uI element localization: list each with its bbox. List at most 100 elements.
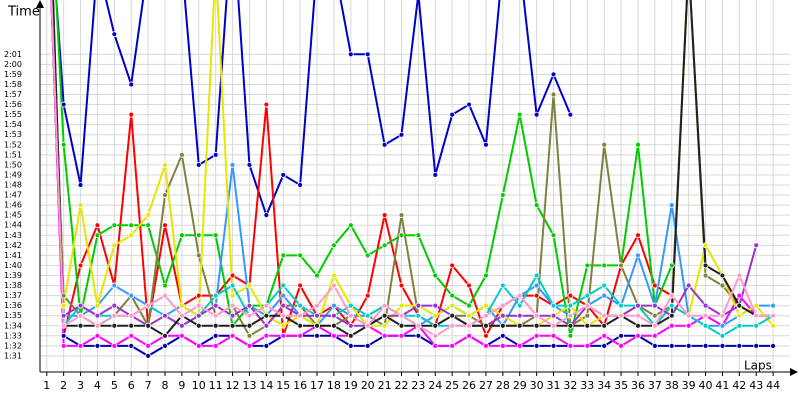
- data-point: [162, 192, 168, 198]
- data-point: [60, 101, 67, 108]
- data-point: [516, 292, 523, 299]
- x-tick-label: 33: [580, 379, 594, 392]
- data-point: [550, 312, 557, 319]
- data-point: [601, 322, 608, 329]
- data-point: [246, 332, 253, 339]
- data-point: [618, 342, 624, 349]
- data-point: [178, 151, 185, 158]
- y-tick-label: 1:46: [4, 201, 22, 210]
- data-point: [94, 322, 101, 329]
- data-point: [635, 252, 641, 259]
- data-point: [347, 342, 354, 349]
- data-point: [297, 182, 304, 188]
- data-point: [212, 292, 219, 299]
- series-line: [50, 0, 774, 358]
- data-point: [466, 332, 472, 339]
- data-point: [584, 302, 591, 309]
- data-point: [145, 322, 152, 329]
- x-tick-label: 6: [128, 379, 135, 392]
- data-point: [263, 332, 270, 339]
- data-point: [550, 302, 557, 309]
- data-point: [668, 312, 675, 319]
- data-point: [618, 262, 624, 269]
- data-point: [550, 71, 557, 78]
- data-point: [719, 332, 726, 339]
- data-point: [128, 81, 135, 88]
- data-point: [753, 242, 760, 249]
- data-point: [162, 342, 168, 349]
- data-point: [550, 91, 557, 98]
- data-point: [499, 192, 506, 198]
- data-point: [162, 292, 168, 299]
- data-point: [195, 252, 202, 259]
- x-tick-label: 17: [310, 379, 324, 392]
- data-point: [195, 161, 202, 168]
- data-point: [364, 292, 371, 299]
- data-point: [195, 342, 202, 349]
- data-point: [229, 161, 236, 168]
- data-point: [753, 302, 760, 309]
- data-point: [449, 111, 456, 118]
- data-point: [145, 222, 152, 229]
- data-point: [651, 332, 658, 339]
- data-point: [263, 322, 270, 329]
- data-point: [516, 312, 523, 319]
- y-tick-label: 1:59: [4, 70, 22, 79]
- data-point: [212, 312, 219, 319]
- series-line: [50, 0, 774, 348]
- x-tick-label: 36: [631, 379, 645, 392]
- data-point: [753, 312, 760, 319]
- data-point: [364, 51, 371, 58]
- data-point: [145, 212, 152, 219]
- data-point: [381, 242, 388, 249]
- data-point: [145, 302, 152, 309]
- data-point: [736, 302, 743, 309]
- data-point: [533, 322, 540, 329]
- x-tick-label: 39: [682, 379, 696, 392]
- data-point: [668, 302, 675, 309]
- x-tick-label: 25: [445, 379, 459, 392]
- data-point: [635, 312, 641, 319]
- data-point: [145, 353, 152, 359]
- y-tick-label: 1:58: [4, 80, 22, 89]
- data-point: [668, 202, 675, 209]
- data-point: [77, 302, 84, 309]
- data-point: [162, 161, 168, 168]
- data-point: [60, 312, 67, 319]
- series-line: [55, 0, 572, 218]
- x-tick-label: 8: [162, 379, 169, 392]
- data-point: [212, 151, 219, 158]
- data-point: [77, 342, 84, 349]
- x-tick-label: 32: [563, 379, 577, 392]
- data-point: [702, 272, 709, 279]
- x-tick-label: 14: [259, 379, 273, 392]
- data-point: [635, 302, 641, 309]
- data-point: [128, 232, 135, 239]
- data-point: [483, 272, 489, 279]
- data-point: [77, 262, 84, 269]
- x-tick-label: 1: [43, 379, 50, 392]
- series-line: [55, 0, 673, 337]
- x-tick-label: 26: [462, 379, 476, 392]
- data-point: [499, 312, 506, 319]
- data-point: [60, 292, 67, 299]
- data-point: [77, 202, 84, 209]
- data-point: [229, 292, 236, 299]
- data-point: [415, 322, 422, 329]
- data-point: [364, 312, 371, 319]
- data-point: [331, 322, 337, 329]
- data-point: [331, 312, 337, 319]
- data-point: [280, 322, 287, 329]
- data-point: [483, 302, 489, 309]
- x-tick-label: 42: [732, 379, 746, 392]
- data-point: [533, 312, 540, 319]
- data-point: [635, 141, 641, 148]
- data-point: [567, 292, 574, 299]
- x-tick-label: 30: [530, 379, 544, 392]
- series-line: [50, 0, 774, 337]
- data-point: [77, 312, 84, 319]
- data-point: [60, 141, 67, 148]
- data-point: [398, 212, 405, 219]
- data-point: [533, 282, 540, 289]
- data-point: [280, 302, 287, 309]
